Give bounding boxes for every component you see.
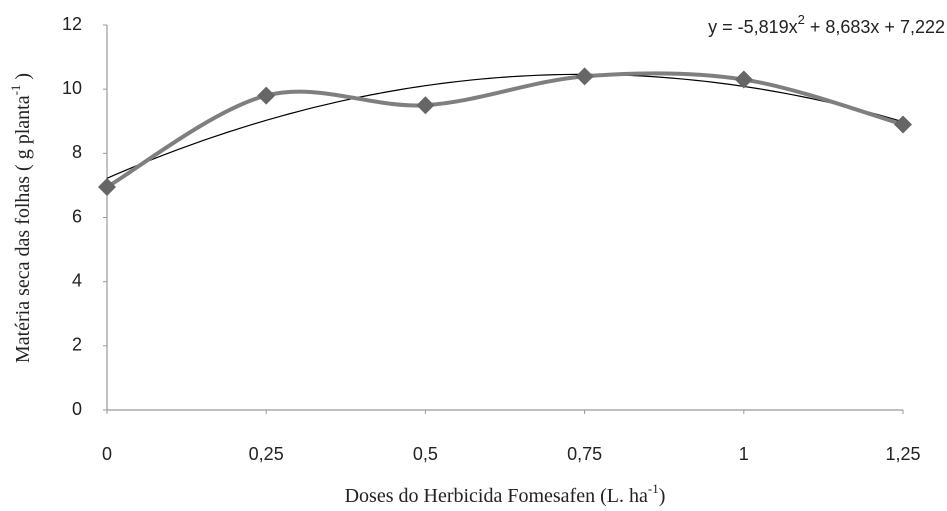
data-line <box>106 71 904 189</box>
marker <box>257 86 276 105</box>
y-tick-label: 12 <box>62 14 82 34</box>
y-tick-label: 10 <box>62 78 82 98</box>
marker <box>894 115 912 134</box>
x-tick-label: 0,75 <box>567 444 602 464</box>
y-tick-label: 8 <box>72 142 82 162</box>
y-tick-label: 6 <box>72 206 82 226</box>
y-tick-label: 0 <box>72 399 82 419</box>
x-tick-label: 0,5 <box>413 444 438 464</box>
x-tick-label: 1 <box>739 444 749 464</box>
marker <box>575 67 594 86</box>
x-tick-label: 0,25 <box>249 444 284 464</box>
y-tick-label: 2 <box>72 335 82 355</box>
marker <box>734 70 753 89</box>
marker <box>416 96 435 115</box>
x-axis-title: Doses do Herbicida Fomesafen (L. ha-1) <box>345 481 666 507</box>
x-tick-label: 0 <box>102 444 112 464</box>
x-tick-label: 1,25 <box>885 444 920 464</box>
y-axis-title: Matéria seca das folhas ( g planta-1 ) <box>8 73 34 363</box>
marker <box>98 178 116 197</box>
trendline <box>106 73 904 179</box>
y-tick-label: 4 <box>72 270 82 290</box>
trend-equation: y = -5,819x2 + 8,683x + 7,222 <box>708 12 945 36</box>
